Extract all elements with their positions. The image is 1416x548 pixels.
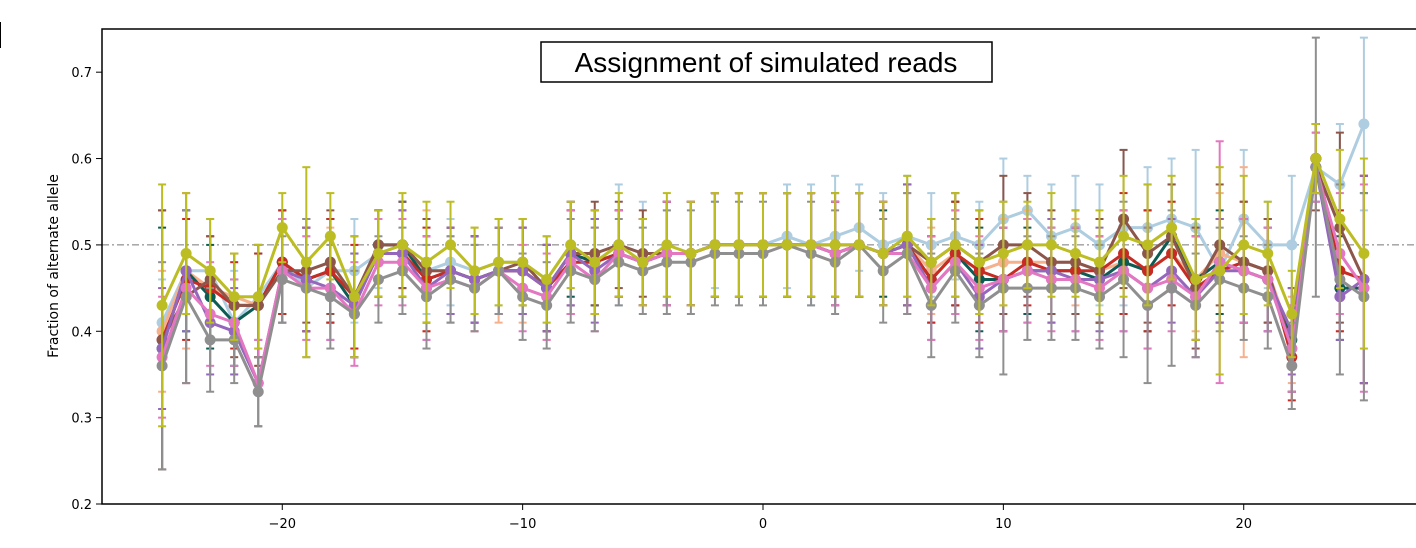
data-point	[324, 230, 336, 242]
y-tick-label: 0.5	[71, 239, 92, 254]
chart-title-box: Assignment of simulated reads	[540, 41, 993, 83]
data-point	[1142, 239, 1154, 251]
data-point	[613, 239, 625, 251]
data-point	[1045, 239, 1057, 251]
data-point	[1214, 265, 1226, 277]
chart-title-frame	[540, 41, 993, 83]
chart-title: Assignment of simulated reads	[575, 47, 958, 78]
y-tick-label: 0.3	[71, 412, 92, 427]
data-point	[204, 265, 216, 277]
data-point	[300, 256, 312, 268]
data-point	[469, 265, 481, 277]
data-point	[493, 256, 505, 268]
axis-layer: −20 −10 0 10 20 0.2 0.3 0.4 0.5 0.6 0.7	[71, 66, 1252, 532]
data-point	[1286, 360, 1298, 372]
data-point	[1238, 239, 1250, 251]
data-point	[1286, 308, 1298, 320]
data-point	[661, 239, 673, 251]
y-axis-label: Fraction of alternate allele	[46, 174, 62, 358]
data-point	[276, 222, 288, 234]
data-point	[372, 248, 384, 260]
data-point	[1310, 153, 1322, 165]
data-point	[805, 239, 817, 251]
data-point	[685, 248, 697, 260]
data-point	[517, 256, 529, 268]
data-point	[1069, 248, 1081, 260]
data-point	[1358, 118, 1370, 130]
y-tick-label: 0.2	[71, 498, 92, 513]
plot-layer	[102, 36, 1416, 471]
data-point	[997, 248, 1009, 260]
y-tick-label: 0.4	[71, 325, 92, 340]
data-point	[420, 256, 432, 268]
data-point	[1166, 222, 1178, 234]
data-point	[1021, 239, 1033, 251]
data-point	[709, 239, 721, 251]
x-tick-label: 0	[759, 517, 767, 532]
data-point	[853, 239, 865, 251]
y-tick-label: 0.6	[71, 153, 92, 168]
data-point	[757, 239, 769, 251]
data-point	[396, 239, 408, 251]
x-tick-label: 10	[995, 517, 1012, 532]
data-point	[324, 291, 336, 303]
data-point	[901, 230, 913, 242]
data-point	[1166, 282, 1178, 294]
data-point	[781, 239, 793, 251]
data-point	[1262, 248, 1274, 260]
data-point	[252, 386, 264, 398]
data-point	[733, 239, 745, 251]
data-point	[276, 273, 288, 285]
data-point	[1094, 256, 1106, 268]
x-tick-label: −20	[269, 517, 296, 532]
data-point	[1286, 239, 1298, 251]
data-point	[541, 273, 553, 285]
data-point	[1118, 230, 1130, 242]
data-point	[829, 239, 841, 251]
data-point	[180, 248, 192, 260]
data-point	[1358, 248, 1370, 260]
data-point	[565, 239, 577, 251]
data-point	[1190, 273, 1202, 285]
x-tick-label: −10	[509, 517, 536, 532]
series-9	[156, 123, 1370, 428]
data-point	[156, 299, 168, 311]
x-tick-label: 20	[1235, 517, 1252, 532]
data-point	[1334, 213, 1346, 225]
data-point	[949, 239, 961, 251]
data-point	[973, 256, 985, 268]
data-point	[348, 291, 360, 303]
data-point	[589, 256, 601, 268]
y-tick-label: 0.7	[71, 66, 92, 81]
data-point	[925, 256, 937, 268]
data-point	[877, 248, 889, 260]
data-point	[204, 334, 216, 346]
data-point	[445, 239, 457, 251]
data-point	[637, 256, 649, 268]
data-point	[228, 291, 240, 303]
data-point	[252, 291, 264, 303]
